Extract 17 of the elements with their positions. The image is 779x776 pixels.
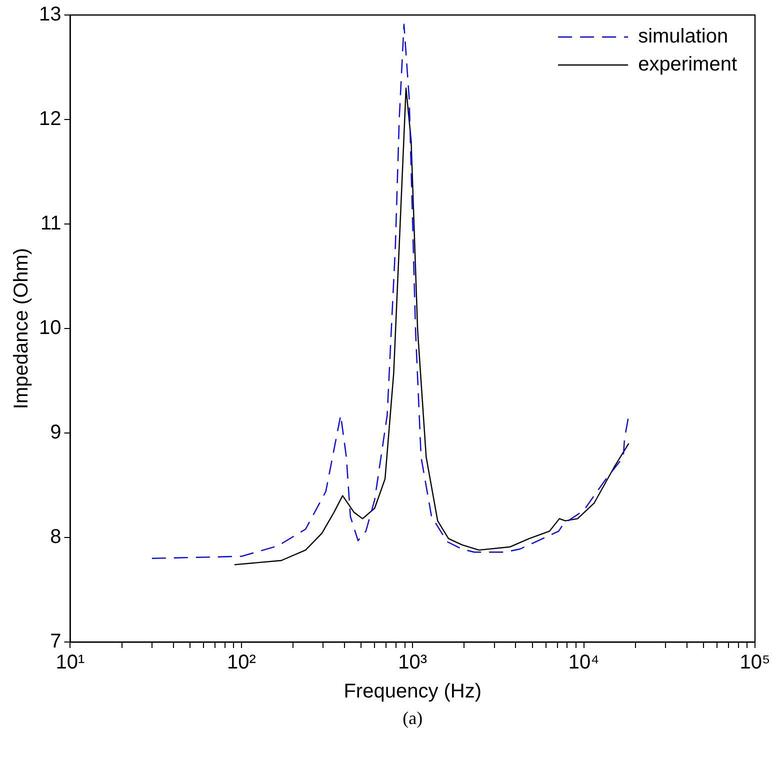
- x-tick-label: 10²: [226, 652, 256, 674]
- legend-label: simulation: [638, 26, 728, 48]
- x-tick-label: 10⁵: [740, 652, 770, 674]
- y-tick-label: 9: [50, 422, 62, 444]
- text: (a): [402, 708, 423, 728]
- x-tick-label: 10³: [398, 652, 428, 674]
- legend-label: experiment: [638, 54, 738, 76]
- y-axis-title: Impedance (Ohm): [10, 248, 33, 410]
- y-tick-label: 10: [38, 317, 62, 340]
- x-tick-label: 10⁴: [568, 652, 600, 674]
- y-tick-label: 7: [50, 630, 62, 653]
- y-tick-label: 11: [40, 212, 62, 235]
- y-tick-label: 13: [38, 4, 62, 26]
- x-axis-title: Frequency (Hz): [344, 680, 482, 703]
- x-tick-label: 10¹: [56, 652, 86, 674]
- y-tick-label: 8: [50, 526, 62, 548]
- y-tick-label: 12: [38, 108, 62, 130]
